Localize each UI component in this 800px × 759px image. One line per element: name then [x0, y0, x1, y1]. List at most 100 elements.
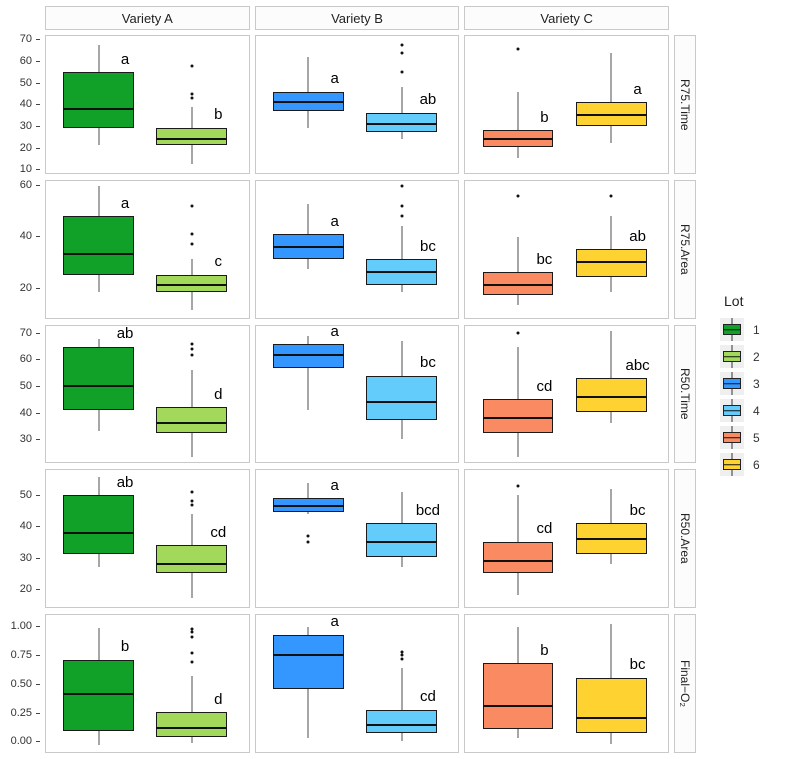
y-tick-label: 0.00	[10, 735, 32, 748]
panel: a bcd	[254, 469, 460, 609]
legend-key-boxplot-icon	[720, 426, 744, 449]
outlier-dot	[400, 650, 404, 654]
box-iqr	[482, 663, 554, 730]
box-median	[482, 705, 554, 708]
box-median	[482, 137, 554, 140]
facet-row-label: R75.Time	[678, 78, 692, 131]
significance-label: cd	[210, 523, 227, 541]
facet-row-r50-area: 20 30 40 50 ab cd a bcd cd bc R50.Area	[6, 469, 696, 609]
y-tick-mark	[36, 82, 40, 84]
box-iqr	[482, 541, 554, 573]
box-iqr	[156, 127, 228, 145]
significance-label: b	[540, 108, 549, 126]
legend-item-label: 3	[753, 376, 760, 391]
facet-row-strip: R50.Time	[674, 324, 696, 464]
significance-label: ab	[116, 325, 134, 343]
box-median	[366, 540, 438, 543]
y-tick-mark	[36, 359, 40, 361]
y-tick-mark	[36, 287, 40, 289]
significance-label: bc	[420, 354, 436, 372]
y-tick-mark	[36, 39, 40, 41]
legend-item-label: 4	[753, 403, 760, 418]
outlier-dot	[190, 204, 194, 208]
y-tick-mark	[36, 494, 40, 496]
outlier-dot	[400, 51, 404, 55]
legend-items: 1 2 3 4 5 6	[714, 318, 796, 476]
significance-label: d	[214, 690, 223, 708]
box-iqr	[63, 495, 135, 555]
box-median	[482, 416, 554, 419]
y-tick-mark	[36, 147, 40, 149]
box-whisker	[401, 226, 403, 293]
legend-key-boxplot-icon	[720, 345, 744, 368]
box-iqr	[575, 378, 647, 413]
box-iqr	[156, 407, 228, 434]
facet-row-r50-time: 30 40 50 60 70 ab d a bc cd abc R50.Time	[6, 322, 696, 464]
legend-item: 3	[714, 372, 796, 395]
box-iqr	[156, 545, 228, 573]
y-tick-mark	[36, 683, 40, 685]
y-tick-mark	[36, 526, 40, 528]
outlier-dot	[400, 653, 404, 657]
box-median	[272, 505, 344, 508]
panel: cd abc	[464, 324, 669, 464]
significance-label: a	[330, 322, 339, 340]
legend-item: 1	[714, 318, 796, 341]
facet-row-strip: R75.Time	[674, 35, 696, 174]
significance-label: a	[330, 212, 339, 230]
outlier-dot	[400, 184, 404, 188]
outlier-dot	[190, 490, 194, 494]
box-whisker	[307, 482, 309, 514]
significance-label: a	[330, 613, 339, 631]
top-left-corner	[6, 6, 40, 30]
y-tick-mark	[36, 625, 40, 627]
legend-key-boxplot-icon	[720, 318, 744, 341]
legend-key-boxplot-icon	[720, 453, 744, 476]
outlier-dot	[400, 204, 404, 208]
significance-label: bc	[420, 237, 436, 255]
y-axis: 10 20 30 40 50 60 70	[6, 33, 40, 175]
legend-item: 5	[714, 426, 796, 449]
legend-item-label: 6	[753, 457, 760, 472]
outlier-dot	[190, 64, 194, 68]
significance-label: bc	[629, 656, 646, 674]
box-whisker	[401, 667, 403, 741]
legend-item: 4	[714, 399, 796, 422]
y-tick-mark	[36, 184, 40, 186]
box-median	[272, 245, 344, 248]
significance-label: b	[214, 106, 223, 124]
panel: ab d	[45, 324, 250, 464]
box-iqr	[63, 216, 135, 275]
y-tick-label: 30	[19, 120, 32, 133]
outlier-dot	[190, 499, 194, 503]
box-median	[63, 253, 135, 256]
outlier-dot	[190, 651, 194, 655]
box-iqr	[575, 102, 647, 126]
outlier-dot	[306, 534, 310, 538]
top-right-corner	[674, 6, 696, 30]
y-tick-mark	[36, 589, 40, 591]
outlier-dot	[190, 342, 194, 346]
y-tick-label: 40	[19, 406, 32, 419]
legend-item-label: 2	[753, 349, 760, 364]
legend-key-boxplot-icon	[720, 372, 744, 395]
box-whisker	[517, 236, 519, 305]
legend-key-median-line	[724, 355, 740, 358]
significance-label: a	[120, 194, 130, 212]
y-tick-label: 20	[19, 583, 32, 596]
box-iqr	[366, 523, 438, 558]
facet-row-label: R75.Area	[678, 223, 692, 275]
outlier-dot	[190, 92, 194, 96]
outlier-dot	[190, 660, 194, 664]
y-tick-mark	[36, 169, 40, 171]
legend-item: 2	[714, 345, 796, 368]
outlier-dot	[516, 194, 520, 198]
y-tick-label: 60	[19, 353, 32, 366]
significance-label: bc	[629, 501, 646, 519]
box-median	[272, 654, 344, 657]
outlier-dot	[400, 70, 404, 74]
significance-label: a	[330, 476, 339, 494]
